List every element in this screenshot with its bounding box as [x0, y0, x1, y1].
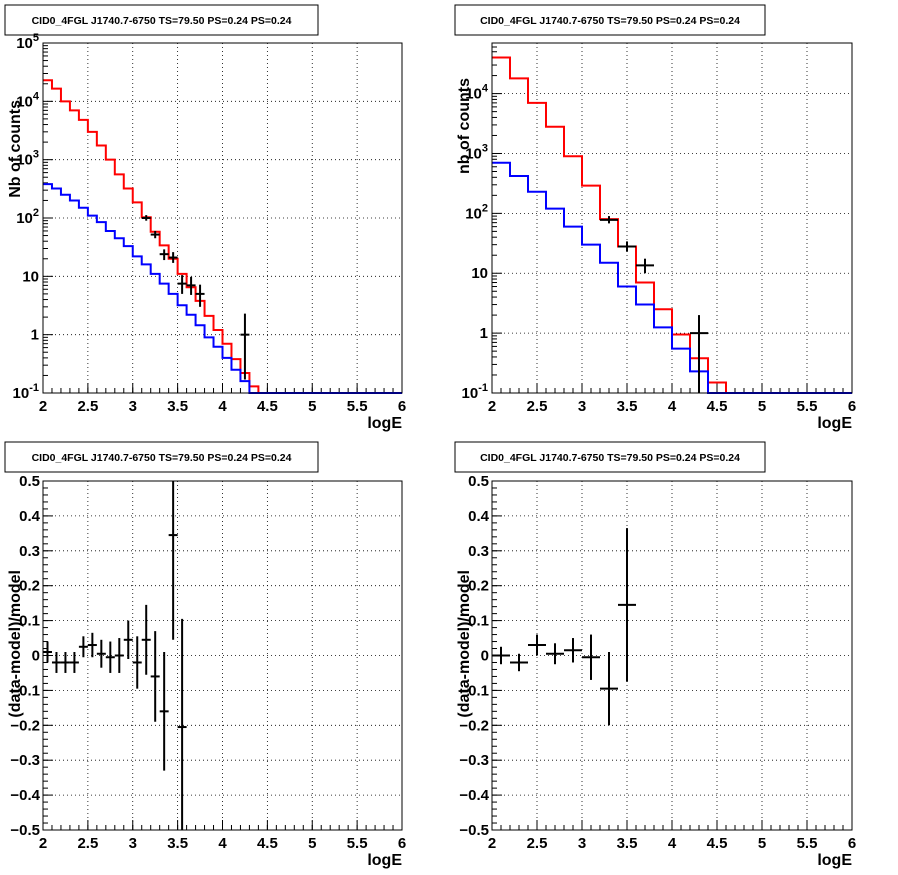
y-tick-label: 102: [465, 202, 488, 222]
x-tick-label: 2.5: [77, 835, 98, 852]
y-tick-label: −0.1: [10, 682, 40, 699]
y-tick-label: 0.2: [468, 578, 489, 595]
chart-title: CID0_4FGL J1740.7-6750 TS=79.50 PS=0.24 …: [32, 452, 292, 464]
y-tick-label: 104: [465, 83, 489, 103]
y-tick-label: 1: [480, 325, 488, 342]
x-tick-label: 3: [578, 398, 586, 415]
x-tick-label: 3: [578, 835, 586, 852]
y-tick-label: 0.2: [19, 578, 40, 595]
x-tick-label: 5.5: [347, 398, 368, 415]
title-box: [454, 441, 766, 473]
x-tick-label: 6: [398, 835, 406, 852]
x-tick-label: 4.5: [257, 398, 278, 415]
y-tick-label: 0: [32, 648, 40, 665]
x-tick-label: 5.5: [797, 398, 818, 415]
model-source-histogram: [43, 183, 402, 394]
x-tick-label: 2.5: [527, 398, 548, 415]
x-tick-label: 3.5: [617, 398, 638, 415]
x-axis-label: logE: [367, 415, 402, 432]
model-total-histogram: [43, 79, 402, 394]
chart-panel-4: CID0_4FGL J1740.7-6750 TS=79.50 PS=0.24 …: [454, 441, 856, 869]
y-tick-label: 1: [31, 327, 39, 344]
x-tick-label: 4.5: [707, 398, 728, 415]
chart-title: CID0_4FGL J1740.7-6750 TS=79.50 PS=0.24 …: [480, 15, 740, 27]
x-tick-label: 2: [39, 835, 47, 852]
x-tick-label: 4.5: [257, 835, 278, 852]
plot-frame: [42, 480, 403, 831]
x-tick-label: 4: [668, 835, 677, 852]
y-tick-label: 10-1: [13, 382, 39, 402]
y-tick-label: 104: [16, 90, 40, 110]
x-tick-label: 2.5: [77, 398, 98, 415]
y-tick-label: −0.5: [459, 822, 489, 839]
chart-panel-3: CID0_4FGL J1740.7-6750 TS=79.50 PS=0.24 …: [4, 441, 406, 869]
y-tick-label: 103: [16, 149, 39, 169]
x-axis-label: logE: [817, 852, 852, 869]
y-tick-label: 0.3: [468, 543, 489, 560]
x-tick-label: 5: [308, 835, 316, 852]
x-tick-label: 6: [848, 398, 856, 415]
x-tick-label: 5.5: [797, 835, 818, 852]
x-tick-label: 6: [398, 398, 406, 415]
x-tick-label: 5: [308, 398, 316, 415]
plot-frame: [491, 480, 853, 831]
y-tick-label: 10-1: [462, 382, 488, 402]
x-tick-label: 2: [488, 835, 496, 852]
y-tick-label: 0.1: [468, 613, 489, 630]
x-axis-label: logE: [817, 415, 852, 432]
title-box: [4, 4, 319, 36]
y-tick-label: −0.4: [10, 787, 40, 804]
y-tick-label: −0.4: [459, 787, 489, 804]
y-axis-label: (data-model)/model: [7, 570, 24, 718]
y-tick-label: 0.5: [19, 473, 40, 490]
y-tick-label: 10: [22, 268, 39, 285]
x-tick-label: 2.5: [527, 835, 548, 852]
chart-title: CID0_4FGL J1740.7-6750 TS=79.50 PS=0.24 …: [32, 15, 292, 27]
y-tick-label: −0.2: [459, 717, 489, 734]
plot-frame: [42, 42, 403, 394]
y-tick-label: 0.4: [468, 508, 490, 525]
chart-panel-2: CID0_4FGL J1740.7-6750 TS=79.50 PS=0.24 …: [454, 4, 856, 432]
x-tick-label: 6: [848, 835, 856, 852]
x-tick-label: 2: [488, 398, 496, 415]
x-tick-label: 4: [218, 835, 227, 852]
title-box: [454, 4, 766, 36]
x-tick-label: 4.5: [707, 835, 728, 852]
x-tick-label: 5.5: [347, 835, 368, 852]
y-tick-label: 0: [481, 648, 489, 665]
y-tick-label: 103: [465, 142, 488, 162]
y-tick-label: 0.1: [19, 613, 40, 630]
x-tick-label: 3.5: [167, 835, 188, 852]
y-axis-label: (data-model)/model: [456, 570, 473, 718]
x-axis-label: logE: [367, 852, 402, 869]
x-tick-label: 5: [758, 398, 766, 415]
x-tick-label: 4: [668, 398, 677, 415]
y-tick-label: −0.5: [10, 822, 40, 839]
y-tick-label: 102: [16, 207, 39, 227]
y-tick-label: −0.3: [459, 752, 489, 769]
y-tick-label: 0.4: [19, 508, 41, 525]
y-tick-label: 0.3: [19, 543, 40, 560]
y-tick-label: 0.5: [468, 473, 489, 490]
x-tick-label: 3.5: [617, 835, 638, 852]
model-source-histogram: [492, 161, 852, 394]
x-tick-label: 4: [218, 398, 227, 415]
chart-title: CID0_4FGL J1740.7-6750 TS=79.50 PS=0.24 …: [480, 452, 740, 464]
title-box: [4, 441, 319, 473]
x-tick-label: 3: [129, 398, 137, 415]
x-tick-label: 2: [39, 398, 47, 415]
x-tick-label: 5: [758, 835, 766, 852]
chart-panel-1: CID0_4FGL J1740.7-6750 TS=79.50 PS=0.24 …: [4, 4, 406, 432]
x-tick-label: 3: [129, 835, 137, 852]
y-tick-label: 105: [16, 32, 39, 52]
y-tick-label: −0.1: [459, 682, 489, 699]
y-tick-label: −0.2: [10, 717, 40, 734]
y-axis-label: nb of counts: [456, 78, 473, 174]
x-tick-label: 3.5: [167, 398, 188, 415]
y-axis-label: Nb of counts: [7, 100, 24, 198]
plot-frame: [491, 42, 853, 394]
y-tick-label: 10: [471, 265, 488, 282]
y-tick-label: −0.3: [10, 752, 40, 769]
